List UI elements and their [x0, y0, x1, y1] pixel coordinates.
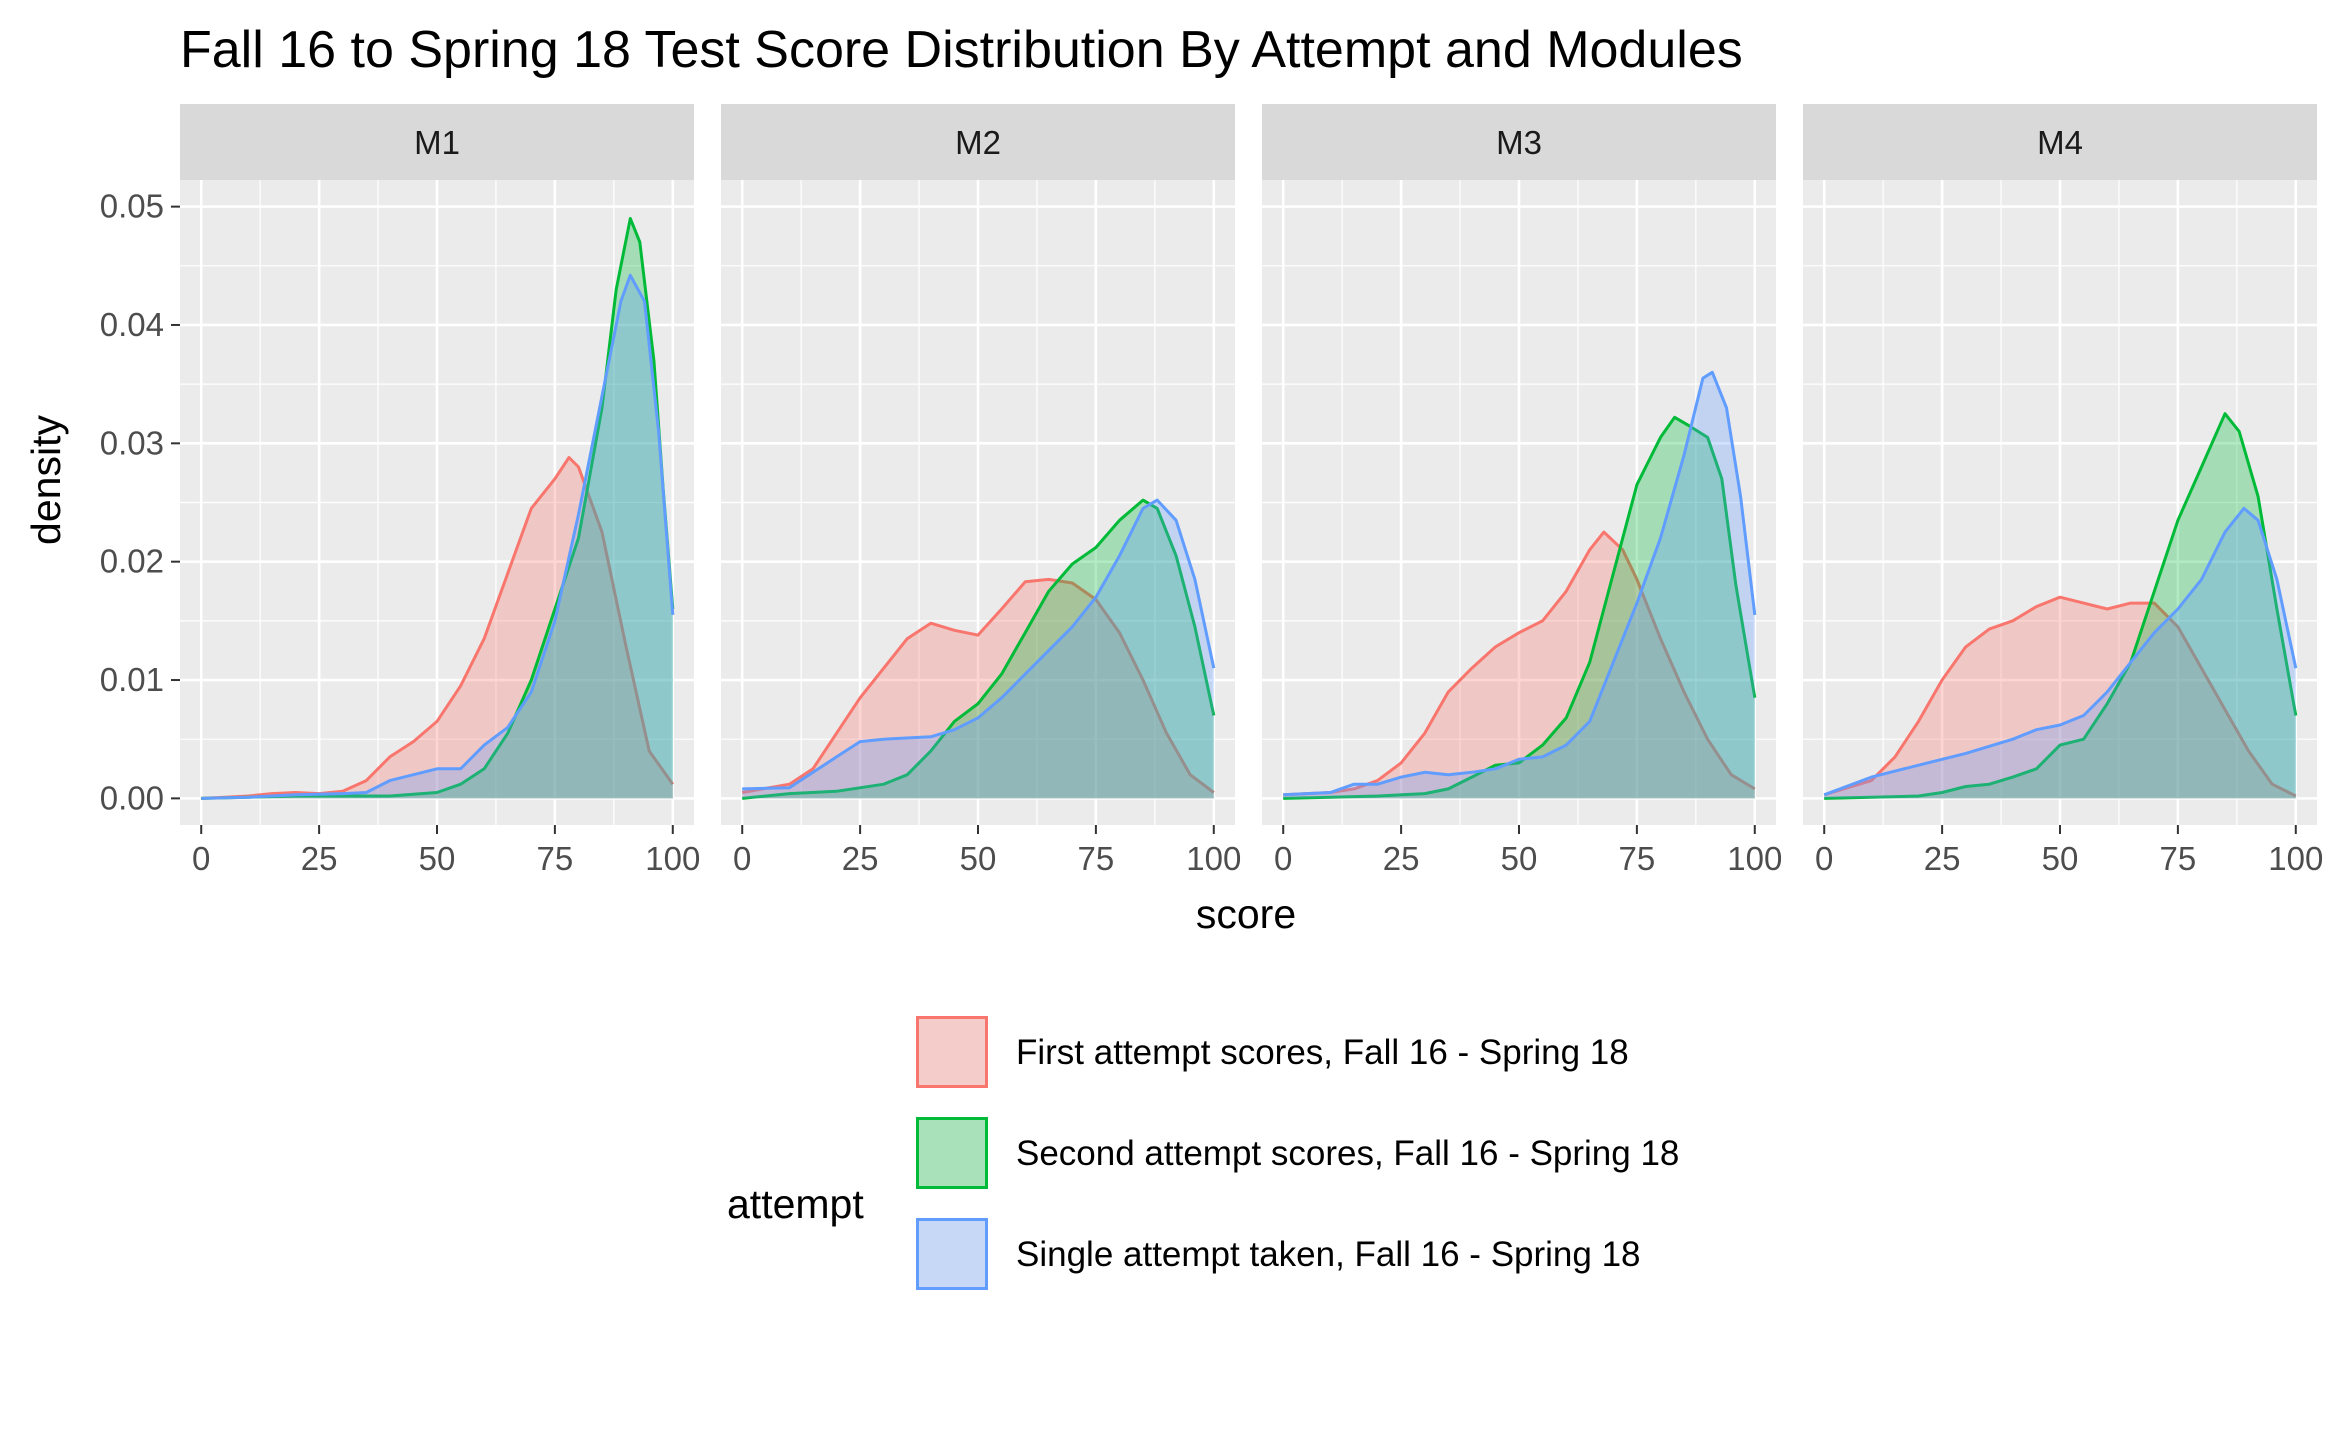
legend-label: Single attempt taken, Fall 16 - Spring 1…: [1016, 1235, 1641, 1274]
legend: attempt First attempt scores, Fall 16 - …: [727, 1016, 1679, 1290]
y-tick-label: 0.05: [100, 188, 164, 225]
facet-strip: [1803, 104, 2317, 180]
legend-key-background: [916, 1218, 988, 1290]
x-tick-label: 75: [1619, 840, 1656, 877]
density-line-second: [201, 217, 675, 800]
x-tick-label: 50: [419, 840, 456, 877]
x-tick-label: 100: [1186, 840, 1241, 877]
x-tick-label: 75: [1078, 840, 1115, 877]
x-tick-label: 100: [2268, 840, 2323, 877]
density-area-second: [1824, 413, 2296, 799]
x-tick-label: 50: [960, 840, 997, 877]
legend-label: First attempt scores, Fall 16 - Spring 1…: [1016, 1033, 1629, 1072]
x-tick-label: 25: [1924, 840, 1961, 877]
y-tick-label: 0.00: [100, 779, 164, 816]
density-area-first: [742, 579, 1214, 799]
y-axis-title: density: [23, 415, 69, 545]
chart-title: Fall 16 to Spring 18 Test Score Distribu…: [180, 21, 1743, 79]
facet-strip: [1262, 104, 1776, 180]
density-line-second: [1824, 412, 2298, 800]
x-tick-label: 0: [192, 840, 210, 877]
density-line-second: [1283, 415, 1757, 800]
density-area-single: [1824, 508, 2296, 799]
x-tick-label: 0: [1815, 840, 1833, 877]
density-area-first: [201, 457, 673, 799]
density-area-single: [1283, 372, 1755, 799]
density-line-first: [1283, 530, 1756, 797]
density-area-second: [742, 500, 1214, 799]
density-area-single: [742, 500, 1214, 799]
density-line-single: [201, 273, 675, 800]
x-tick-label: 0: [733, 840, 751, 877]
legend-swatch: [916, 1117, 988, 1189]
x-tick-label: 25: [301, 840, 338, 877]
x-tick-label: 50: [2042, 840, 2079, 877]
y-tick-label: 0.01: [100, 661, 164, 698]
density-area-single: [201, 275, 673, 799]
facet-strip-label: M2: [955, 124, 1001, 161]
facet-strip: [721, 104, 1235, 180]
y-tick-label: 0.02: [100, 543, 164, 580]
x-tick-label: 100: [645, 840, 700, 877]
density-line-single: [1283, 370, 1757, 797]
density-line-single: [1823, 506, 2298, 797]
facet-strip: [180, 104, 694, 180]
density-line-first: [201, 456, 675, 800]
density-area-second: [1283, 417, 1755, 799]
x-tick-label: 75: [2160, 840, 2197, 877]
density-area-second: [201, 218, 673, 799]
x-tick-label: 25: [842, 840, 879, 877]
x-tick-label: 0: [1274, 840, 1292, 877]
x-tick-label: 50: [1501, 840, 1538, 877]
density-line-second: [742, 498, 1216, 800]
facet-strip-label: M3: [1496, 124, 1542, 161]
density-line-first: [741, 577, 1215, 794]
facet-strip-label: M1: [414, 124, 460, 161]
legend-title: attempt: [727, 1181, 864, 1227]
density-line-single: [742, 498, 1216, 791]
legend-swatch: [916, 1218, 988, 1290]
legend-label: Second attempt scores, Fall 16 - Spring …: [1016, 1134, 1679, 1173]
density-area-first: [1283, 532, 1755, 799]
density-area-first: [1824, 597, 2296, 799]
x-tick-label: 100: [1727, 840, 1782, 877]
y-tick-label: 0.04: [100, 306, 164, 343]
density-line-first: [1823, 595, 2297, 798]
legend-swatch: [916, 1016, 988, 1088]
x-axis-title: score: [1196, 891, 1296, 937]
x-tick-label: 75: [537, 840, 574, 877]
legend-key-background: [916, 1117, 988, 1189]
panels: M1 0 25 50 75 100 0.00 0.01 0.02 0.03 0.04 0.05 M2 0 2…: [100, 104, 2323, 877]
y-tick-label: 0.03: [100, 424, 164, 461]
x-tick-label: 25: [1383, 840, 1420, 877]
facet-strip-label: M4: [2037, 124, 2083, 161]
legend-key-background: [916, 1016, 988, 1088]
